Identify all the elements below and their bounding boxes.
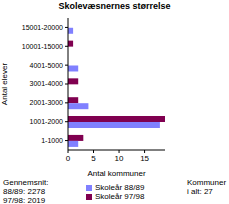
svg-text:1-1000: 1-1000 bbox=[41, 137, 63, 144]
svg-text:10: 10 bbox=[115, 154, 124, 163]
svg-text:Antal elever: Antal elever bbox=[8, 63, 9, 106]
svg-text:3001-4000: 3001-4000 bbox=[30, 80, 64, 87]
svg-text:10001-15000: 10001-15000 bbox=[22, 43, 63, 50]
html-text:Skolevæsnernes størrelse: Skolevæsnernes størrelse bbox=[58, 1, 171, 11]
svg-text:5: 5 bbox=[91, 154, 96, 163]
svg-text:Antal kommuner: Antal kommuner bbox=[87, 169, 146, 176]
svg-text:15001-20000: 15001-20000 bbox=[22, 24, 63, 31]
html-text:Kommuner i alt: 27: Kommuner i alt: 27 bbox=[187, 178, 227, 196]
html-text:88/89: 2278: 88/89: 2278 bbox=[3, 187, 46, 196]
html-text:Skoleår 88/89: Skoleår 88/89 bbox=[95, 183, 145, 192]
svg-text:0: 0 bbox=[66, 154, 71, 163]
svg-text:1001-2000: 1001-2000 bbox=[30, 118, 64, 125]
svg-text:4001-5000: 4001-5000 bbox=[30, 62, 64, 69]
svg-text:15: 15 bbox=[140, 154, 149, 163]
html-text:Gennemsnit:: Gennemsnit: bbox=[3, 178, 49, 187]
svg-text:2001-3000: 2001-3000 bbox=[30, 99, 64, 106]
html-text:Skoleår 97/98: Skoleår 97/98 bbox=[95, 192, 145, 201]
html-text:97/98: 2019: 97/98: 2019 bbox=[3, 196, 46, 204]
